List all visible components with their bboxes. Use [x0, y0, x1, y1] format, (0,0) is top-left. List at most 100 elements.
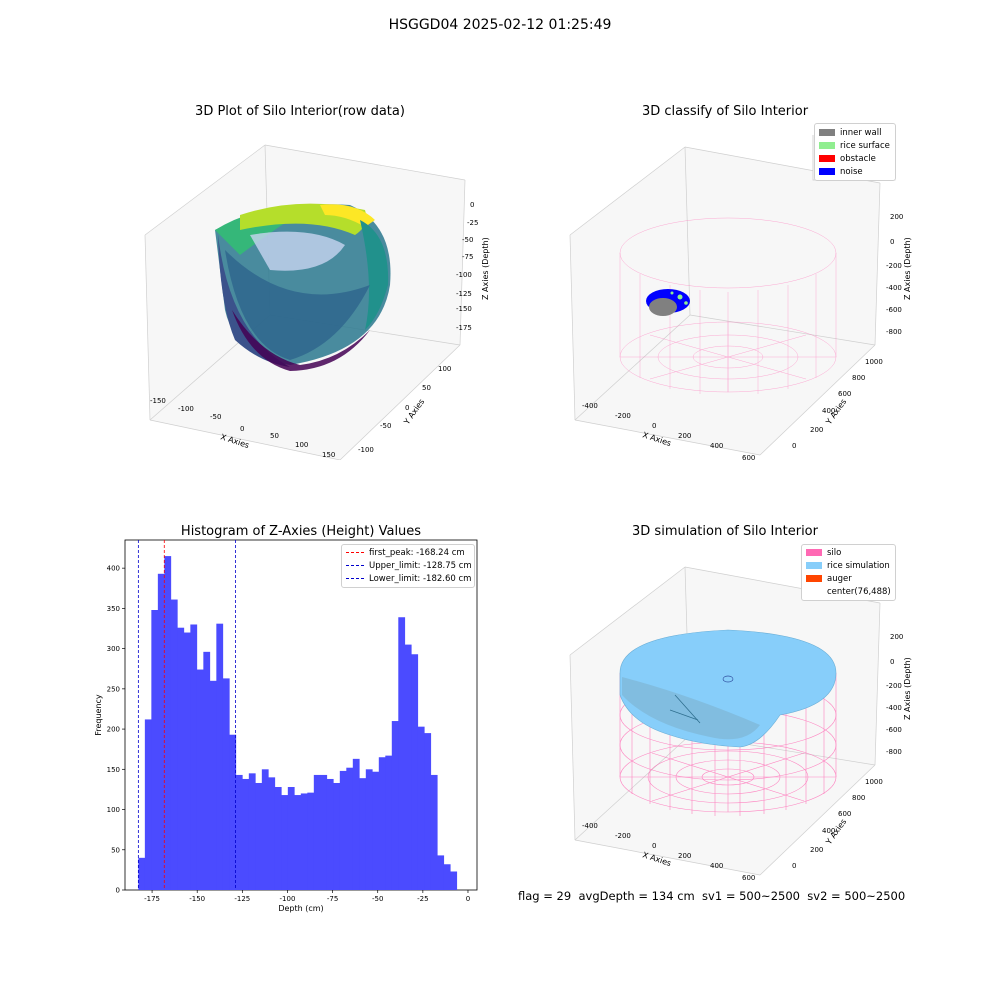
histogram-bar: [138, 857, 146, 890]
histogram-bar: [326, 778, 334, 890]
histogram-xticks: -175 -150 -125 -100 -75 -50 -25 0: [144, 890, 470, 903]
raw-point-cloud: [215, 203, 391, 371]
histogram-chart: -175 -150 -125 -100 -75 -50 -25 0 0 50 100 150 200 2…: [94, 539, 478, 913]
simulation-xtick: -200: [615, 832, 631, 840]
histogram-bar: [450, 871, 458, 890]
histogram-bar: [151, 610, 159, 890]
legend-entry-rice-simulation: rice simulation: [802, 559, 895, 572]
histogram-bar: [411, 654, 419, 890]
simulation-xtick: 400: [710, 862, 723, 870]
classify-ztick: 200: [890, 213, 903, 221]
histogram-bar: [430, 774, 438, 890]
simulation-xtick: -400: [582, 822, 598, 830]
legend-line-upper-limit: [346, 565, 364, 566]
histogram-bar: [216, 623, 224, 890]
histogram-ytick-label: 250: [107, 685, 120, 693]
histogram-bar: [378, 757, 386, 890]
histogram-yticks: 0 50 100 150 200 250 300 350 400: [107, 565, 125, 895]
legend-entry-obstacle: obstacle: [815, 152, 895, 165]
raw-zlabel: Z Axies (Depth): [481, 237, 490, 300]
histogram-legend: first_peak: -168.24 cm Upper_limit: -128…: [341, 544, 475, 588]
histogram-bar: [417, 726, 425, 890]
raw-ztick: 0: [470, 201, 474, 209]
classify-xtick: 400: [710, 442, 723, 450]
raw-ztick: -50: [462, 236, 473, 244]
histogram-bar: [424, 733, 432, 890]
histogram-bar: [398, 617, 406, 890]
histogram-bar: [385, 755, 393, 890]
histogram-bar: [281, 795, 289, 890]
classify-ztick: -400: [886, 284, 902, 292]
raw-ztick: -175: [456, 324, 472, 332]
raw-ytick: -50: [380, 422, 391, 430]
histogram-bar: [274, 787, 282, 890]
legend-swatch-auger: [806, 575, 822, 582]
classify-ztick: 0: [890, 238, 894, 246]
classify-ytick: 0: [792, 442, 796, 450]
histogram-ylabel: Frequency: [94, 694, 103, 736]
histogram-bar: [365, 769, 373, 890]
histogram-bar: [391, 721, 399, 890]
legend-swatch-center: [806, 588, 822, 595]
legend-entry-rice-surface: rice surface: [815, 139, 895, 152]
histogram-ytick-label: 300: [107, 645, 120, 653]
histogram-bar: [229, 734, 237, 890]
simulation-ztick: -200: [886, 682, 902, 690]
histogram-xtick-label: 0: [466, 895, 470, 903]
raw-ztick: -125: [456, 290, 472, 298]
histogram-bar: [307, 792, 315, 890]
simulation-ztick: -600: [886, 726, 902, 734]
histogram-bar: [255, 782, 263, 890]
histogram-bar: [339, 770, 347, 890]
histogram-bar: [268, 777, 276, 890]
classify-axis-ticks: -400 -200 0 200 400 600 0 200 400 600 80…: [582, 213, 903, 460]
simulation-xtick: 600: [742, 874, 755, 880]
histogram-bar: [437, 855, 445, 890]
histogram-ytick-label: 0: [116, 887, 120, 895]
histogram-vlines: [137, 540, 236, 890]
raw-ytick: 0: [405, 404, 409, 412]
histogram-ytick-label: 100: [107, 806, 120, 814]
raw-xtick: 50: [270, 432, 279, 440]
legend-label: silo: [827, 547, 842, 558]
histogram-ytick-label: 400: [107, 565, 120, 573]
simulation-ytick: 1000: [865, 778, 883, 786]
legend-entry-noise: noise: [815, 165, 895, 178]
histogram-xtick-label: -25: [417, 895, 428, 903]
classify-3d-plot: -400 -200 0 200 400 600 0 200 400 600 80…: [569, 135, 912, 460]
legend-label: noise: [840, 166, 863, 177]
classify-ztick: -200: [886, 262, 902, 270]
histogram-bar: [372, 771, 380, 890]
simulation-ytick: 800: [852, 794, 865, 802]
legend-label: Lower_limit: -182.60 cm: [369, 573, 472, 584]
legend-swatch-silo: [806, 549, 822, 556]
legend-line-lower-limit: [346, 578, 364, 579]
histogram-bar: [177, 627, 185, 890]
classify-xtick: 600: [742, 454, 755, 460]
classify-ytick: 800: [852, 374, 865, 382]
classify-ztick: -600: [886, 306, 902, 314]
simulation-zlabel: Z Axies (Depth): [903, 657, 912, 720]
histogram-bar: [170, 599, 178, 890]
raw-xtick: -100: [178, 405, 194, 413]
simulation-ytick: 400: [822, 827, 835, 835]
legend-entry-upper-limit: Upper_limit: -128.75 cm: [342, 559, 474, 572]
histogram-bar: [196, 669, 204, 890]
legend-label: obstacle: [840, 153, 876, 164]
raw-3d-plot: -150 -100 -50 0 50 100 150 100 50 0 -50 …: [144, 144, 490, 460]
histogram-bar: [183, 632, 191, 890]
histogram-xtick-label: -175: [144, 895, 160, 903]
legend-entry-first-peak: first_peak: -168.24 cm: [342, 546, 474, 559]
raw-ztick: -75: [462, 253, 473, 261]
histogram-xtick-label: -75: [327, 895, 338, 903]
histogram-xtick-label: -150: [189, 895, 205, 903]
classify-ytick: 400: [822, 407, 835, 415]
legend-swatch-rice-simulation: [806, 562, 822, 569]
simulation-plot-title: 3D simulation of Silo Interior: [632, 524, 818, 539]
simulation-ztick: 200: [890, 633, 903, 641]
legend-entry-inner-wall: inner wall: [815, 126, 895, 139]
legend-label: center(76,488): [827, 586, 891, 597]
simulation-3d-plot: -400 -200 0 200 400 600 0 200 400 600 80…: [569, 566, 912, 880]
histogram-bar: [333, 782, 341, 890]
raw-ztick: -150: [456, 305, 472, 313]
